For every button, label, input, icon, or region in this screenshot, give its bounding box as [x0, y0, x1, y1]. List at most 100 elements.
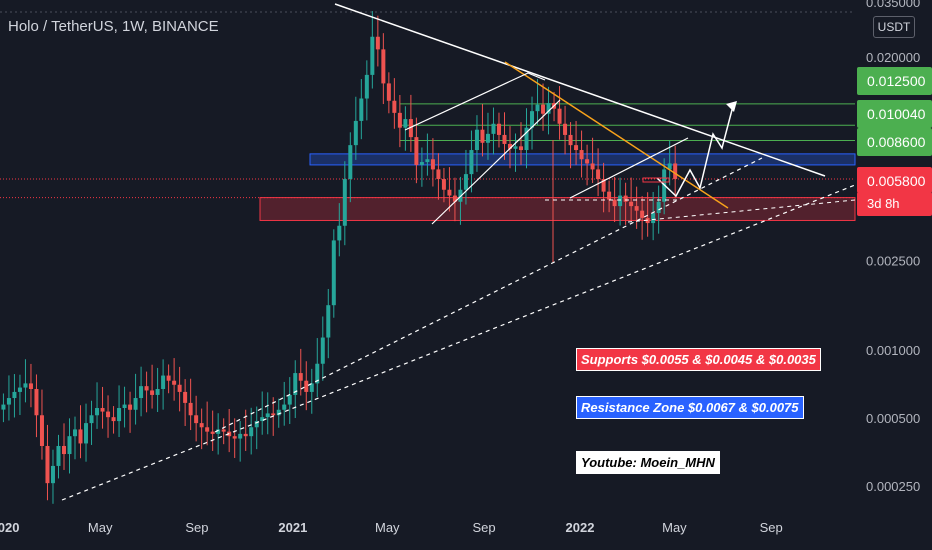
candle-body: [530, 111, 535, 128]
candle-body: [579, 150, 584, 160]
chart-title: Holo / TetherUS, 1W, BINANCE: [8, 18, 219, 35]
wedge-lower-line: [431, 99, 561, 225]
projection-arrow-icon: [726, 101, 737, 112]
candle-body: [623, 195, 628, 202]
candle-body: [634, 206, 639, 211]
candle-body: [210, 431, 215, 434]
candle-body: [474, 129, 479, 151]
candle-body: [216, 429, 221, 434]
currency-button[interactable]: USDT: [873, 16, 915, 38]
candle-body: [612, 199, 617, 207]
candle-body: [78, 429, 83, 444]
candle-body: [106, 411, 111, 418]
y-tick-label: 0.002500: [866, 253, 920, 268]
candle-body: [45, 445, 50, 484]
candle-body: [84, 423, 89, 444]
candle-body: [337, 225, 342, 241]
youtube-note: Youtube: Moein_MHN: [576, 451, 720, 474]
candle-body: [100, 408, 105, 412]
candle-body: [326, 305, 331, 338]
candle-body: [50, 465, 55, 484]
candle-body: [485, 133, 490, 143]
candle-body: [563, 123, 568, 135]
candle-body: [452, 195, 457, 202]
candle-body: [205, 427, 210, 432]
candle-body: [243, 433, 248, 437]
price-tag-level-3: 0.008600: [867, 134, 926, 150]
candle-body: [128, 404, 133, 410]
candle-body: [177, 384, 182, 392]
candle-body: [381, 49, 386, 84]
candle-body: [496, 123, 501, 135]
candle-body: [23, 383, 28, 388]
candle-body: [34, 388, 39, 416]
descending-trendline: [334, 3, 826, 177]
candle-body: [287, 394, 292, 405]
candle-body: [293, 373, 298, 395]
price-tag-bg: [857, 67, 932, 95]
candle-body: [95, 408, 100, 416]
candle-body: [320, 337, 325, 364]
candle-body: [183, 391, 188, 403]
candle-body: [133, 398, 138, 410]
candle-body: [403, 119, 408, 128]
candle-body: [607, 191, 612, 200]
supports-note: Supports $0.0055 & $0.0045 & $0.0035: [576, 348, 821, 371]
candle-body: [139, 386, 144, 399]
candle-body: [172, 380, 177, 385]
candle-body: [375, 36, 380, 50]
candle-body: [331, 240, 336, 306]
current-marker: [642, 177, 670, 183]
price-tag-level-2: 0.010040: [867, 106, 926, 122]
candle-body: [507, 143, 512, 149]
lower-support-guide: [627, 199, 856, 223]
candle-body: [232, 436, 237, 439]
candle-body: [629, 201, 634, 207]
candle-body: [353, 120, 358, 146]
candle-body: [640, 210, 645, 218]
price-tag-bg: [857, 192, 932, 216]
candle-body: [117, 408, 122, 422]
candle-body: [221, 429, 226, 432]
candle-body: [430, 159, 435, 170]
candle-body: [271, 413, 276, 416]
candle-body: [419, 162, 424, 165]
candle-body: [414, 137, 419, 165]
candle-body: [73, 429, 78, 437]
ascending-support-1: [61, 184, 856, 501]
wedge-upper-line: [404, 72, 546, 131]
candle-body: [194, 415, 199, 424]
candle-body: [618, 195, 623, 207]
candle-body: [61, 445, 66, 455]
candle-body: [260, 417, 265, 422]
candle-body: [28, 383, 33, 389]
candle-body: [667, 163, 672, 170]
x-tick-label: May: [88, 520, 113, 535]
candle-body: [463, 174, 468, 190]
projected-path: [656, 105, 734, 198]
candle-body: [238, 433, 243, 439]
channel-line: [569, 137, 689, 199]
candle-body: [298, 373, 303, 381]
x-tick-label: May: [662, 520, 687, 535]
candle-body: [546, 103, 551, 114]
candle-body: [315, 363, 320, 384]
candle-body: [502, 134, 507, 144]
support-zone: [259, 197, 856, 221]
candle-body: [282, 404, 287, 410]
candle-body: [568, 134, 573, 146]
x-tick-label: 2021: [278, 520, 307, 535]
candle-body: [265, 413, 270, 418]
candle-body: [122, 404, 127, 409]
candle-body: [276, 409, 281, 416]
candle-body: [348, 145, 353, 180]
candle-body: [56, 445, 61, 466]
candle-body: [364, 74, 369, 99]
candle-body: [12, 391, 17, 399]
candle-body: [541, 104, 546, 114]
y-tick-label: 0.001000: [866, 343, 920, 358]
candle-body: [480, 129, 485, 143]
candle-body: [342, 179, 347, 226]
candle-body: [513, 146, 518, 149]
